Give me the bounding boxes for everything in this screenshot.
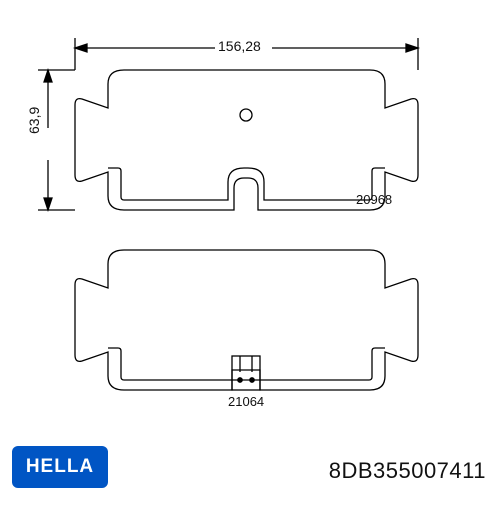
part-number: 8DB355007411 xyxy=(329,458,486,484)
height-dimension-value: 63,9 xyxy=(26,107,42,134)
width-dimension-value: 156,28 xyxy=(218,38,261,54)
pad-label-top: 20968 xyxy=(356,192,392,207)
pad-label-bottom: 21064 xyxy=(228,394,264,409)
drawing-canvas xyxy=(0,0,500,500)
brand-logo: HELLA xyxy=(12,446,108,488)
